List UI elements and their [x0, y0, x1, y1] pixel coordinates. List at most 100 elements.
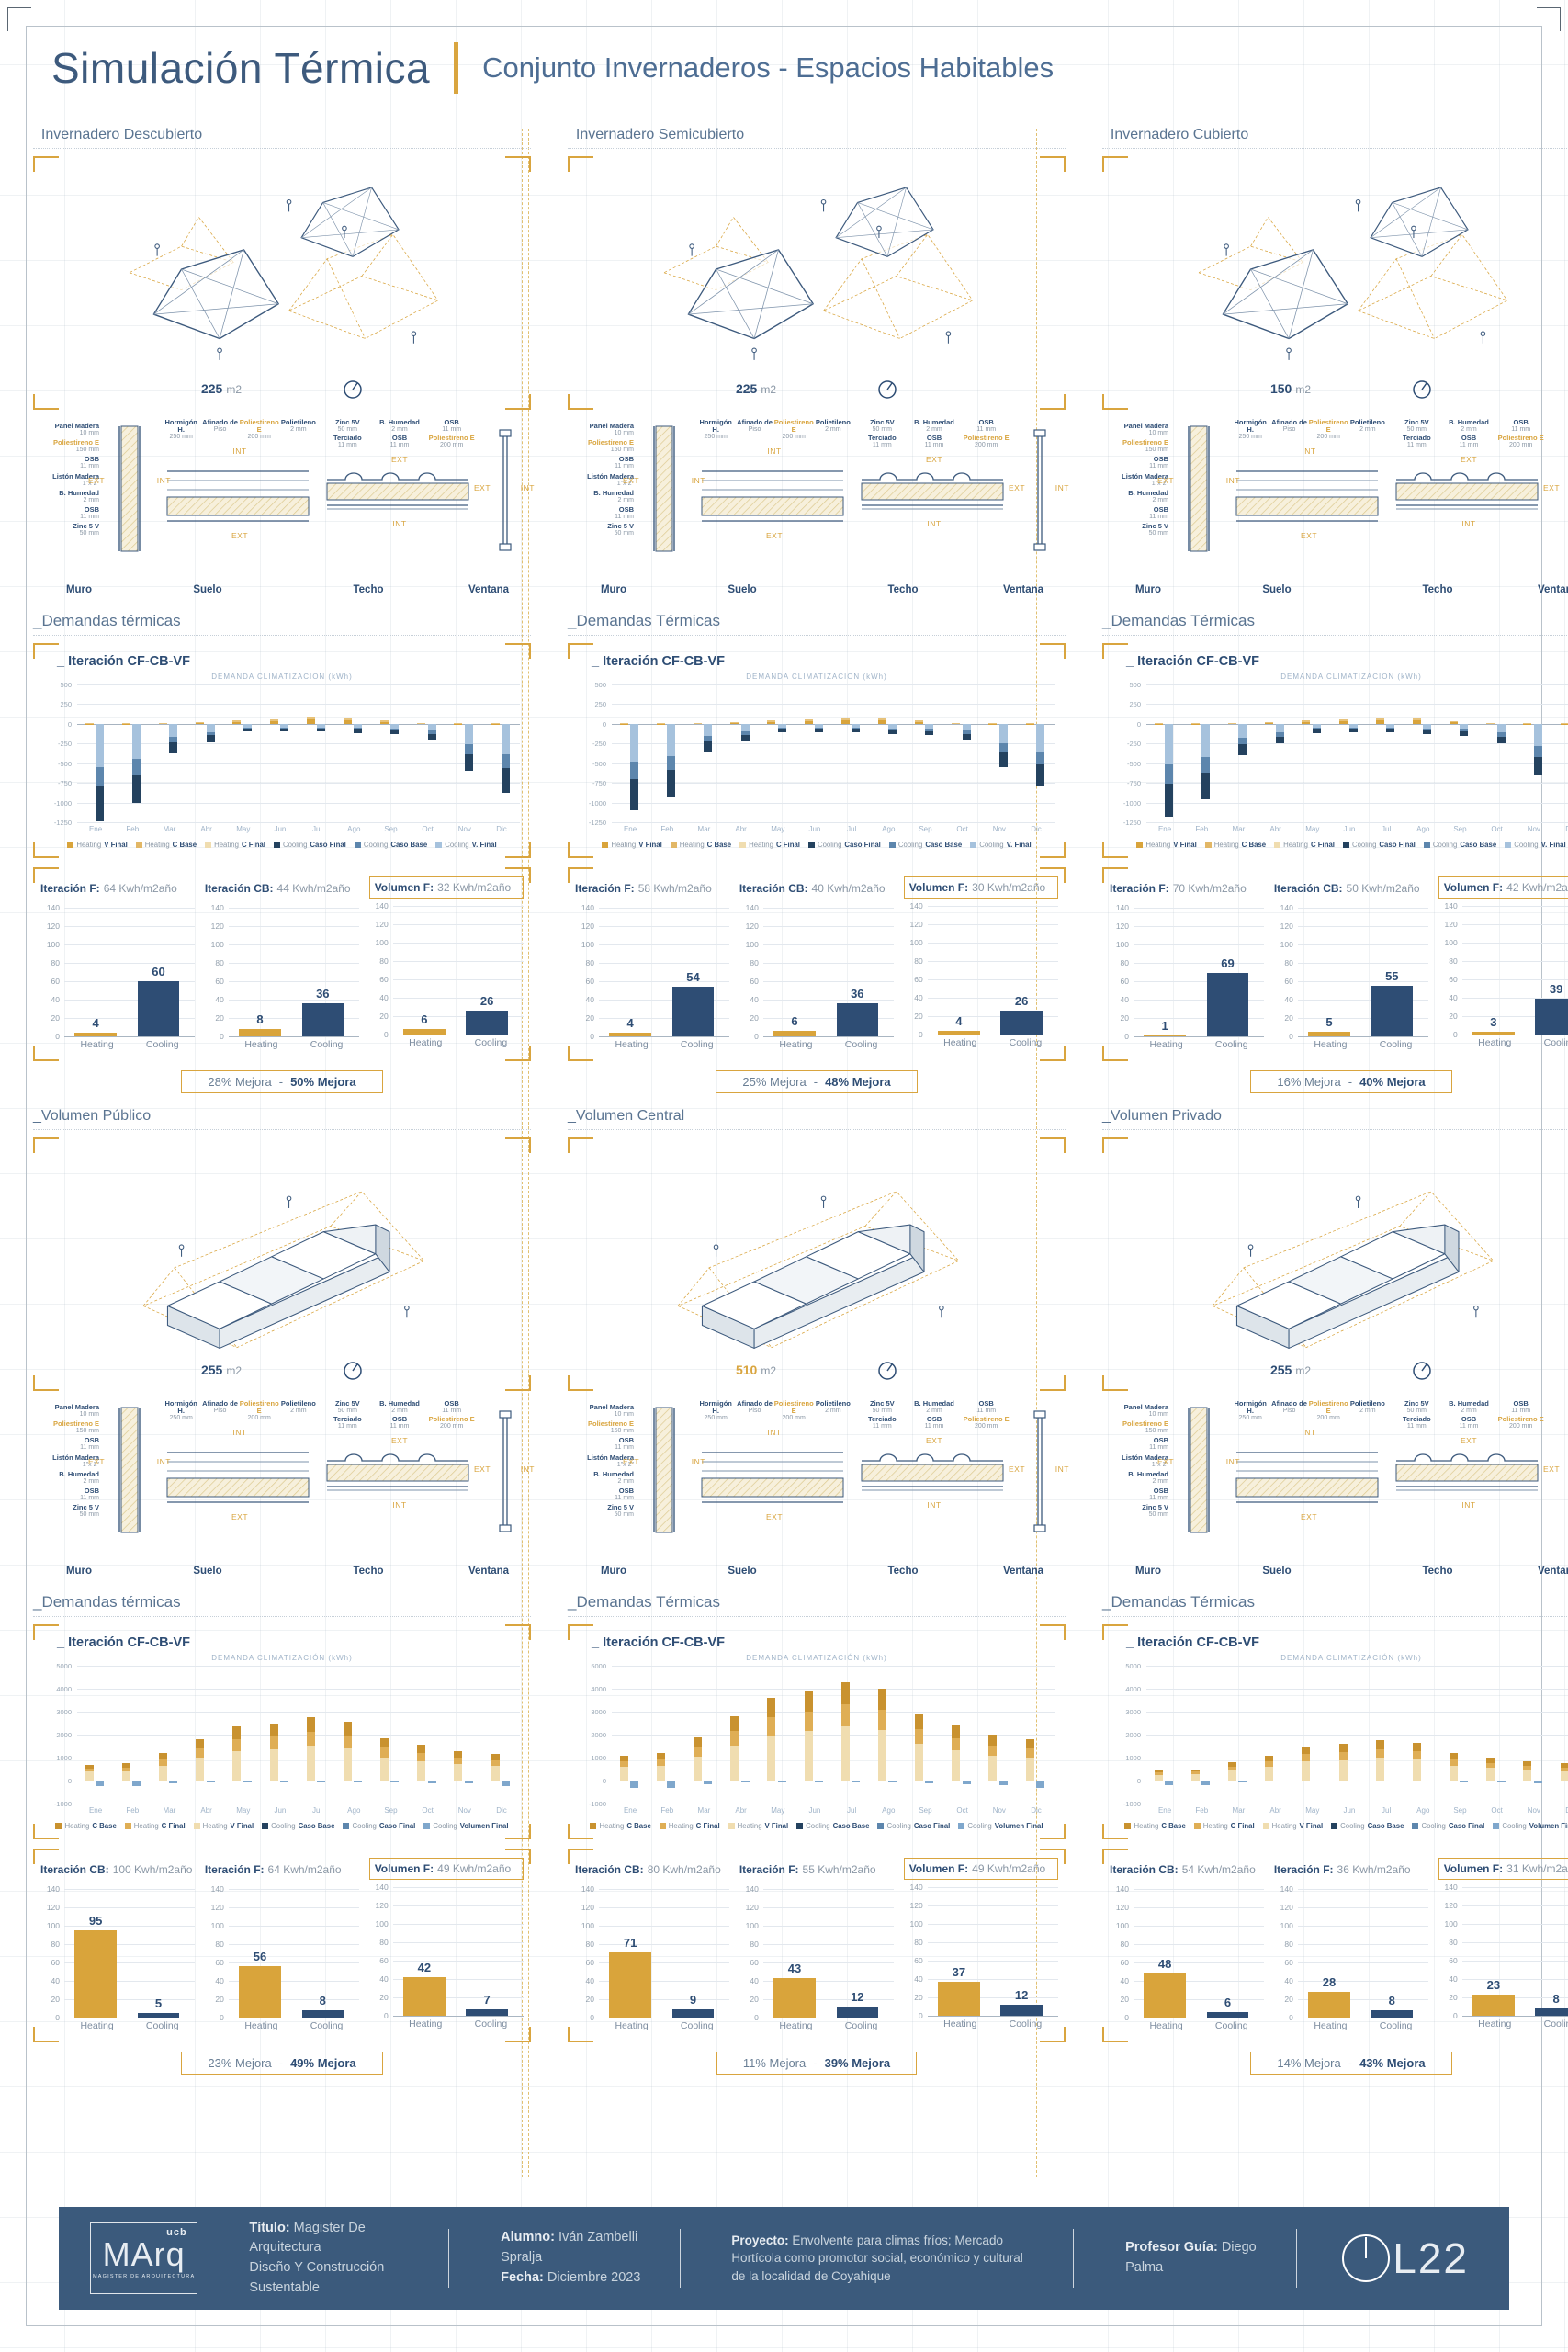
bar-cooling-segment — [132, 774, 141, 803]
titulo-line2: Diseño Y Construcción Sustentable — [249, 2260, 385, 2295]
bar-cooling-segment — [132, 1781, 141, 1787]
bar-cooling-segment — [169, 1781, 178, 1783]
material-spec: B. Humedad 2 mm — [59, 488, 99, 503]
legend-label-bold: V. Final — [1006, 840, 1032, 849]
logo-ucb-text: ucb — [166, 2226, 187, 2238]
gridline — [599, 1944, 730, 1945]
material-spec: B. Humedad 2 mm — [379, 418, 420, 433]
techo-labels-row2: Terciado 11 mm OSB 11 mm Poliestireno E 200 m… — [856, 435, 1012, 448]
month-group — [77, 1666, 114, 1804]
gridline — [762, 1926, 895, 1927]
month-label: Ago — [882, 825, 896, 833]
material-spec: B. Humedad 2 mm — [1449, 1399, 1489, 1414]
bar-heating-segment — [1338, 1760, 1348, 1781]
bar-heating-segment — [1450, 1753, 1459, 1759]
gridline — [1134, 1981, 1265, 1982]
axis-tick: 80 — [215, 1939, 224, 1949]
axis-tick: 80 — [585, 958, 594, 967]
bar-heating-segment — [1523, 1760, 1532, 1766]
month-label: Dic — [496, 1806, 507, 1815]
gridline — [1297, 1999, 1429, 2000]
material-spec: Zinc 5 V 50 mm — [607, 1503, 634, 1519]
bar-cooling — [1371, 986, 1414, 1036]
bar-heating-segment — [380, 1747, 389, 1758]
axis-tick: 20 — [585, 1013, 594, 1023]
int-label: INT — [691, 1457, 705, 1466]
axis-tick: 60 — [51, 977, 60, 986]
bar-heating-segment — [730, 721, 739, 723]
material-spec: Listón Madera 1"x 2" — [587, 471, 634, 487]
axis-tick: 4000 — [56, 1685, 72, 1693]
mejora-separator: - — [813, 2056, 818, 2070]
material-spec: Afinado de Piso — [1271, 418, 1307, 433]
gridline — [77, 1666, 520, 1667]
bar-value-label: 4 — [626, 1016, 634, 1030]
alumno-name: Iván Zambelli Spralja — [501, 2230, 638, 2266]
bar-cooling — [1371, 2010, 1414, 2018]
axis-tick: 0 — [1124, 2013, 1129, 2022]
panel: _Volumen Central 510 m2 Panel Madera 10 mm… — [568, 1108, 1068, 2075]
month-group — [1404, 684, 1441, 822]
material-spec: OSB 11 mm — [80, 1487, 99, 1501]
techo-block: Zinc 5V 50 mm B. Humedad 2 mm OSB 11 mm Tercia… — [321, 419, 478, 531]
material-spec: Polietileno 2 mm — [1349, 1399, 1385, 1414]
month-label: Oct — [1491, 1806, 1503, 1815]
gridline — [1134, 1962, 1265, 1963]
axis-tick: 140 — [1280, 1884, 1293, 1894]
mejora-separator: - — [1348, 1075, 1353, 1089]
bar-cooling-segment — [777, 729, 786, 733]
axis-tick: 100 — [581, 940, 594, 949]
gridline — [762, 1944, 895, 1945]
material-spec: OSB 11 mm — [1149, 1487, 1168, 1501]
month-group — [225, 684, 262, 822]
gridline — [599, 981, 730, 982]
bar-cooling-segment — [1348, 728, 1358, 729]
month-group — [1294, 1666, 1331, 1804]
month-group — [685, 684, 722, 822]
x-category-label: Heating — [409, 1037, 443, 1048]
bar-cooling-segment — [96, 766, 105, 786]
bar-cooling-segment — [925, 1781, 934, 1783]
material-spec: Polietileno 2 mm — [1349, 418, 1385, 433]
material-spec: Poliestireno E 200 mm — [1308, 1399, 1348, 1421]
iteracion-header: Iteración F: 70 Kwh/m2año — [1110, 876, 1264, 900]
material-spec: Poliestireno E 150 mm — [52, 438, 99, 454]
gridline — [1461, 2016, 1568, 2017]
mini-chart-value: 64 Kwh/m2año — [103, 882, 177, 895]
crop-mark-top-right — [1537, 7, 1561, 31]
bar-cooling-segment — [279, 723, 288, 728]
mini-chart-value: 49 Kwh/m2año — [437, 1862, 512, 1875]
legend-item: Heating V Final — [602, 841, 662, 849]
axis-tick: 40 — [914, 1974, 923, 1984]
gridline — [927, 1979, 1058, 1980]
bar-heating-segment — [730, 722, 739, 724]
mejora-separator: - — [1348, 2056, 1353, 2070]
mini-charts-frame: Iteración F: 64 Kwh/m2año 0 20 40 60 80 100 120 1… — [33, 867, 531, 1061]
gridline — [392, 1924, 524, 1925]
section-demandas-title: _Demandas Térmicas — [1102, 603, 1568, 636]
month-group — [114, 1666, 151, 1804]
bar-cooling-segment — [704, 736, 713, 742]
bar-cooling-segment — [998, 752, 1008, 767]
month-group — [1516, 1666, 1552, 1804]
bar-cooling-segment — [1238, 1781, 1247, 1782]
mini-chart-value: 49 Kwh/m2año — [972, 1862, 1046, 1875]
bar-cooling-segment — [354, 723, 363, 729]
bar-heating-segment — [232, 721, 242, 724]
month-label: Abr — [200, 1806, 212, 1815]
material-spec: OSB 11 mm — [1149, 1436, 1168, 1452]
legend-item: Heating C Final — [124, 1822, 186, 1830]
bar-heating-segment — [730, 1731, 739, 1746]
axis-tick: 80 — [379, 1938, 389, 1947]
bar-heating-segment — [952, 1750, 961, 1781]
mini-chart-value: 40 Kwh/m2año — [811, 882, 886, 895]
mejora-separator: - — [278, 1075, 284, 1089]
techo-figure: EXT INT — [1391, 1431, 1547, 1512]
gridline — [599, 963, 730, 964]
month-label: Jul — [847, 1806, 857, 1815]
legend-item: Cooling Caso Final — [877, 1822, 950, 1830]
bar-cooling-segment — [740, 731, 750, 735]
techo-figure: EXT INT — [321, 1431, 478, 1512]
axis-tick: 40 — [215, 1976, 224, 1985]
gridline — [762, 1036, 895, 1037]
